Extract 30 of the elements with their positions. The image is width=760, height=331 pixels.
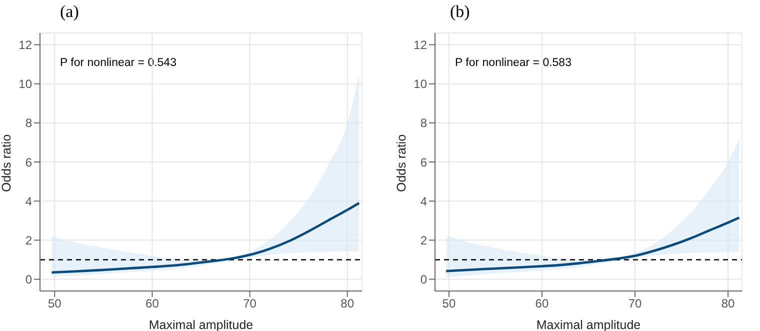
y-tick-label: 4 bbox=[25, 194, 32, 208]
y-tick-label: 6 bbox=[25, 155, 32, 170]
y-axis-title: Odds ratio bbox=[394, 134, 408, 192]
y-tick-label: 8 bbox=[25, 116, 32, 130]
x-tick-label: 80 bbox=[721, 296, 736, 311]
y-axis-title: Odds ratio bbox=[0, 134, 14, 192]
y-tick-label: 8 bbox=[420, 116, 428, 130]
y-tick-label: 0 bbox=[25, 272, 32, 287]
y-tick-label: 12 bbox=[18, 38, 32, 52]
line-series bbox=[444, 216, 740, 272]
y-tick-label: 6 bbox=[420, 155, 428, 170]
x-tick-label: 60 bbox=[146, 296, 160, 311]
y-tick-label: 0 bbox=[420, 272, 428, 287]
x-tick-label: 50 bbox=[442, 296, 456, 311]
x-tick-label: 70 bbox=[243, 296, 257, 311]
x-tick-label: 70 bbox=[628, 296, 642, 311]
y-tick-label: 2 bbox=[420, 233, 428, 248]
line-series bbox=[50, 202, 360, 274]
y-tick-label: 2 bbox=[25, 233, 32, 248]
annotation: P for nonlinear = 0.583 bbox=[455, 57, 572, 69]
chart-title: (b) bbox=[450, 2, 470, 22]
y-tick-label: 10 bbox=[18, 77, 32, 92]
x-tick-label: 50 bbox=[48, 296, 62, 311]
x-tick-label: 80 bbox=[340, 296, 354, 311]
y-tick-label: 12 bbox=[414, 38, 428, 52]
y-tick-label: 10 bbox=[414, 77, 428, 92]
chart-title: (a) bbox=[60, 2, 79, 22]
x-tick-label: 60 bbox=[535, 296, 549, 311]
annotation: P for nonlinear = 0.543 bbox=[60, 57, 176, 69]
y-tick-label: 4 bbox=[420, 194, 428, 208]
